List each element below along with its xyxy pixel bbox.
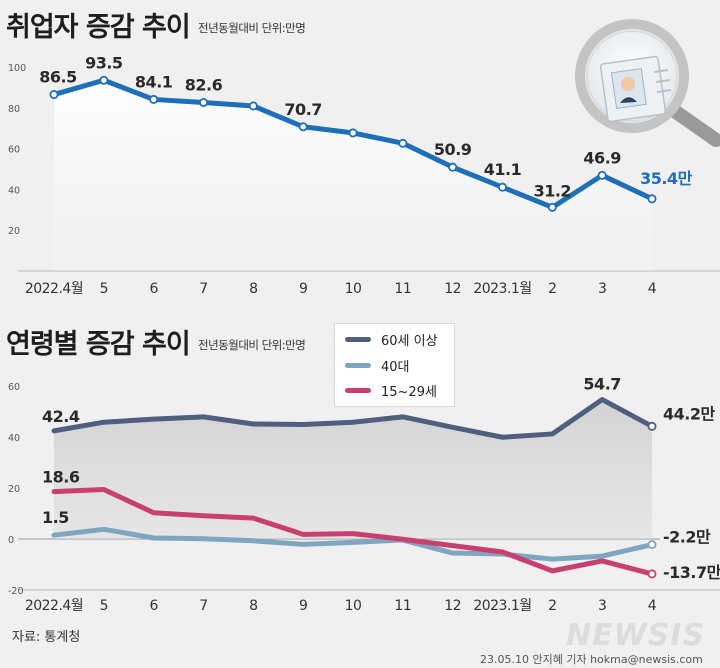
top-data-point: [49, 90, 59, 100]
legend-label-sixty-plus: 60세 이상: [381, 333, 438, 349]
bottom-x-tick-label: 11: [394, 598, 411, 614]
top-data-point: [248, 101, 258, 111]
sixty-plus-area-fill: [54, 399, 652, 539]
top-data-label: 31.2: [534, 181, 571, 200]
legend-swatch-young: [345, 387, 371, 393]
top-data-label: 93.5: [85, 53, 123, 72]
forties-data-label: 1.5: [42, 508, 69, 527]
top-chart-subtitle: 전년동월대비 단위:만명: [198, 21, 306, 35]
top-x-tick-label: 11: [394, 281, 411, 297]
bottom-x-tick-label: 5: [100, 598, 108, 614]
top-data-point: [298, 122, 308, 132]
top-data-label: 86.5: [39, 68, 77, 87]
bottom-y-tick-label: 40: [8, 433, 20, 444]
sixty-plus-series-line: [51, 397, 655, 440]
top-chart-title: 취업자 증감 추이: [6, 12, 191, 43]
top-data-point: [99, 75, 109, 85]
top-y-tick-label: 100: [8, 63, 26, 74]
forties-end-point: [647, 540, 657, 550]
top-x-tick-label: 8: [249, 281, 257, 297]
top-data-point: [497, 182, 507, 192]
top-x-tick-label: 7: [199, 281, 207, 297]
top-y-tick-label: 20: [8, 226, 20, 237]
top-data-point: [348, 128, 358, 138]
legend-swatch-sixty-plus: [345, 336, 371, 342]
sixty-plus-end-point: [647, 421, 657, 431]
top-data-point: [198, 97, 208, 107]
sixty-plus-end-label: 44.2만: [663, 404, 715, 423]
legend-item-sixty-plus: 60세 이상: [345, 330, 438, 349]
top-x-tick-label: 2023.1월: [473, 281, 531, 297]
bottom-x-tick-label: 6: [149, 598, 158, 614]
credit-line: 23.05.10 안지혜 기자 hokma@newsis.com: [480, 653, 703, 666]
bottom-x-tick-label: 10: [345, 598, 362, 614]
magnifier-icon: [575, 19, 720, 147]
legend-item-young: 15~29세: [345, 381, 437, 400]
top-x-tick-label: 4: [648, 281, 657, 297]
bottom-x-tick-label: 8: [249, 598, 257, 614]
bottom-x-tick-label: 2023.1월: [473, 598, 531, 614]
bottom-y-tick-label: 60: [8, 382, 20, 393]
young-end-label: -13.7만: [663, 563, 720, 582]
top-area-fill: [54, 80, 652, 271]
source-note: 자료: 통계청: [12, 630, 81, 645]
legend: 60세 이상 40대 15~29세: [334, 323, 455, 407]
top-x-tick-label: 2: [548, 281, 556, 297]
top-data-label: 70.7: [284, 100, 321, 119]
legend-swatch-forties: [345, 362, 371, 368]
legend-label-forties: 40대: [381, 359, 410, 375]
id-card-icon: [599, 55, 672, 123]
top-data-label: 50.9: [434, 140, 472, 159]
bottom-y-tick-label: -20: [8, 586, 24, 597]
top-x-tick-label: 12: [444, 281, 461, 297]
young-data-label: 18.6: [42, 468, 80, 487]
bottom-chart-title: 연령별 증감 추이: [6, 329, 191, 360]
bottom-x-tick-label: 4: [648, 598, 657, 614]
bottom-y-tick-label: 0: [8, 535, 14, 546]
top-data-point: [448, 162, 458, 172]
legend-item-forties: 40대: [345, 356, 410, 375]
young-series-line: [51, 487, 655, 577]
forties-end-label: -2.2만: [663, 528, 711, 547]
bottom-x-tick-label: 12: [444, 598, 461, 614]
top-data-label: 82.6: [185, 75, 223, 94]
top-x-tick-label: 6: [149, 281, 158, 297]
bottom-x-tick-label: 9: [299, 598, 307, 614]
newsis-watermark: NEWSIS: [566, 618, 706, 653]
top-y-tick-label: 60: [8, 145, 20, 156]
sixty-plus-data-label: 54.7: [583, 375, 620, 394]
top-data-point: [149, 94, 159, 104]
bottom-chart-subtitle: 전년동월대비 단위:만명: [198, 338, 306, 352]
bottom-y-tick-label: 20: [8, 484, 20, 495]
top-chart: 100 80 60 40 20 86.5 93.5 84.1 82.6 70.7 50.9 41.1…: [8, 19, 720, 297]
top-data-point: [398, 138, 408, 148]
top-data-point: [647, 194, 657, 204]
top-x-tick-label: 2022.4월: [25, 281, 83, 297]
top-data-point: [597, 170, 607, 180]
top-x-tick-label: 10: [345, 281, 362, 297]
top-data-point: [547, 202, 557, 212]
forties-series-line: [51, 526, 655, 562]
top-data-label: 46.9: [583, 148, 621, 167]
top-x-tick-label: 3: [598, 281, 606, 297]
sixty-plus-data-label: 42.4: [42, 407, 80, 426]
bottom-x-tick-label: 3: [598, 598, 606, 614]
young-end-point: [647, 569, 657, 579]
bottom-x-tick-label: 7: [199, 598, 207, 614]
legend-label-young: 15~29세: [381, 384, 437, 400]
top-data-label-last: 35.4만: [640, 169, 692, 188]
top-data-label: 41.1: [484, 160, 522, 179]
top-y-tick-label: 40: [8, 185, 20, 196]
bottom-x-tick-label: 2022.4월: [25, 598, 83, 614]
top-y-tick-label: 80: [8, 104, 20, 115]
top-x-tick-label: 5: [100, 281, 108, 297]
top-data-label: 84.1: [135, 72, 173, 91]
bottom-x-tick-label: 2: [548, 598, 556, 614]
top-x-tick-label: 9: [299, 281, 307, 297]
